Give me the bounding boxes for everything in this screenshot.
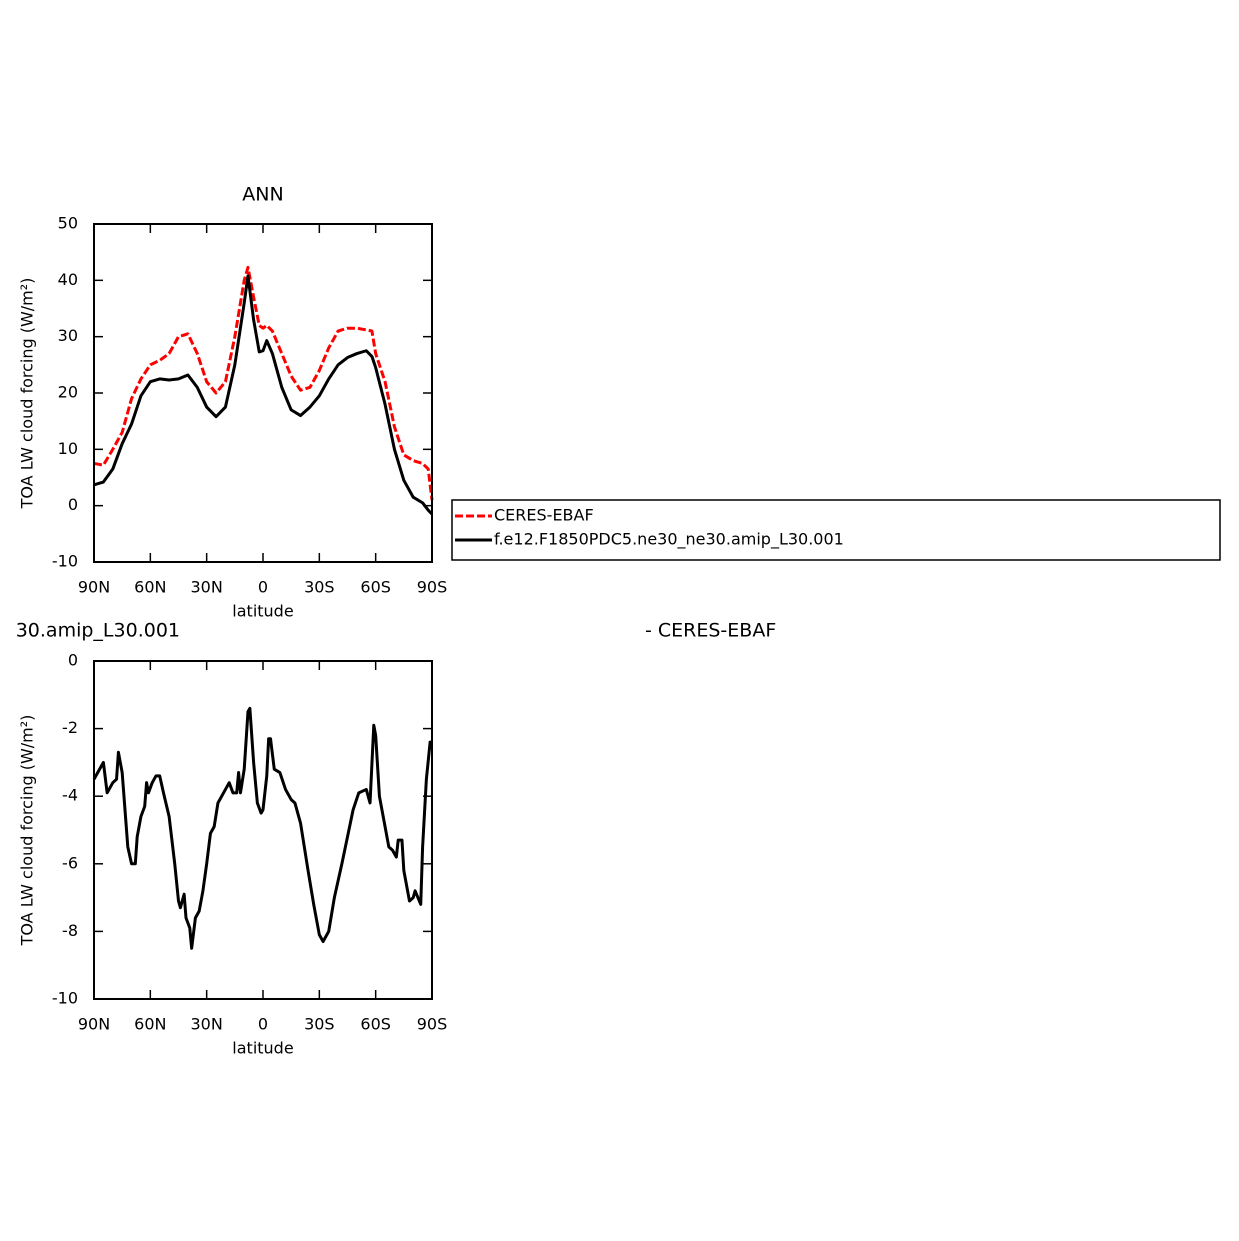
x-axis-label: latitude: [232, 602, 293, 621]
y-tick-label: -4: [62, 786, 78, 805]
chart-title-right: - CERES-EBAF: [645, 620, 776, 642]
y-tick-label: 30: [58, 326, 78, 345]
x-tick-label: 0: [258, 1015, 268, 1034]
x-tick-label: 90S: [417, 1015, 448, 1034]
x-tick-label: 60S: [360, 1015, 391, 1034]
y-tick-label: 20: [58, 383, 78, 402]
y-axis-label: TOA LW cloud forcing (W/m²): [18, 278, 37, 510]
legend-label: f.e12.F1850PDC5.ne30_ne30.amip_L30.001: [494, 530, 844, 550]
x-tick-label: 60S: [360, 578, 391, 597]
x-tick-label: 60N: [134, 1015, 166, 1034]
y-tick-label: 0: [68, 651, 78, 670]
y-tick-label: -2: [62, 718, 78, 737]
y-tick-label: -10: [52, 552, 78, 571]
y-tick-label: -8: [62, 921, 78, 940]
x-tick-label: 30S: [304, 578, 335, 597]
plot-frame: [93, 660, 433, 1000]
x-tick-label: 0: [258, 578, 268, 597]
legend-box: [451, 499, 1221, 561]
x-tick-label: 90N: [78, 1015, 110, 1034]
x-tick-label: 30N: [191, 1015, 223, 1034]
y-tick-label: 40: [58, 270, 78, 289]
x-tick-label: 90S: [417, 578, 448, 597]
data-line: [93, 274, 434, 516]
y-tick-label: 0: [68, 495, 78, 514]
y-tick-label: -6: [62, 853, 78, 872]
x-tick-label: 30N: [191, 578, 223, 597]
y-axis-label: TOA LW cloud forcing (W/m²): [18, 715, 37, 947]
legend-label: CERES-EBAF: [494, 506, 594, 525]
chart-title: ANN: [242, 184, 283, 206]
chart-title: 30.amip_L30.001: [16, 620, 180, 642]
data-line: [93, 265, 434, 501]
x-tick-label: 60N: [134, 578, 166, 597]
x-axis-label: latitude: [232, 1039, 293, 1058]
x-tick-label: 90N: [78, 578, 110, 597]
x-tick-label: 30S: [304, 1015, 335, 1034]
y-tick-label: -10: [52, 989, 78, 1008]
y-tick-label: 50: [58, 214, 78, 233]
data-line: [92, 706, 432, 950]
y-tick-label: 10: [58, 439, 78, 458]
